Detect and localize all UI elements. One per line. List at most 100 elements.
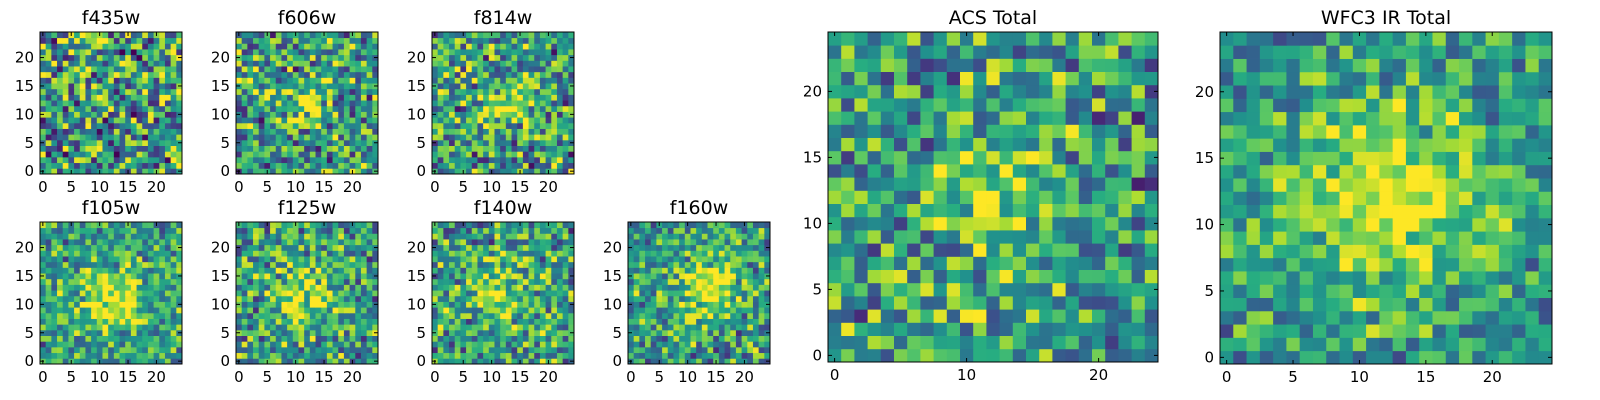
- heatmap-cell: [517, 49, 524, 56]
- heatmap-cell: [275, 43, 282, 50]
- heatmap-cell: [973, 190, 987, 204]
- heatmap-cell: [142, 335, 149, 342]
- heatmap-cell: [281, 307, 288, 314]
- heatmap-cell: [667, 358, 674, 365]
- heatmap-cell: [707, 295, 714, 302]
- heatmap-cell: [74, 49, 81, 56]
- heatmap-cell: [920, 216, 934, 231]
- heatmap-cell: [568, 145, 575, 152]
- heatmap-cell: [568, 128, 575, 135]
- heatmap-cell: [270, 222, 277, 229]
- heatmap-cell: [483, 244, 490, 251]
- heatmap-cell: [1039, 309, 1053, 323]
- heatmap-cell: [488, 250, 495, 257]
- heatmap-cell: [360, 324, 368, 331]
- heatmap-cell: [298, 100, 305, 107]
- heatmap-cell: [355, 49, 362, 56]
- heatmap-cell: [264, 233, 271, 240]
- heatmap-cell: [292, 43, 299, 50]
- heatmap-cell: [79, 358, 86, 365]
- heatmap-cell: [360, 122, 368, 129]
- heatmap-cell: [253, 301, 260, 308]
- heatmap-cell: [505, 233, 512, 240]
- heatmap-cell: [326, 105, 333, 112]
- heatmap-cell: [79, 88, 86, 95]
- heatmap-cell: [264, 256, 271, 263]
- heatmap-cell: [650, 250, 657, 257]
- heatmap-cell: [74, 312, 81, 319]
- heatmap-cell: [366, 233, 373, 240]
- heatmap-cell: [511, 54, 518, 61]
- heatmap-cell: [522, 111, 529, 118]
- heatmap-cell: [500, 318, 507, 325]
- heatmap-cell: [679, 250, 686, 257]
- heatmap-cell: [500, 227, 507, 234]
- heatmap-cell: [494, 261, 501, 268]
- heatmap-cell: [466, 233, 473, 240]
- heatmap-cell: [253, 290, 260, 297]
- heatmap-cell: [867, 190, 882, 204]
- heatmap-cell: [125, 267, 132, 274]
- heatmap-cell: [108, 341, 115, 348]
- heatmap-cell: [545, 60, 552, 67]
- heatmap-cell: [258, 139, 265, 146]
- heatmap-cell: [1105, 322, 1119, 336]
- heatmap-cell: [119, 100, 126, 107]
- heatmap-cell: [355, 352, 362, 359]
- heatmap-cell: [539, 139, 546, 146]
- heatmap-cell: [933, 164, 948, 178]
- heatmap-cell: [701, 290, 708, 297]
- heatmap-cell: [79, 329, 86, 336]
- heatmap-cell: [488, 284, 495, 291]
- heatmap-cell: [650, 358, 657, 365]
- heatmap-cell: [437, 318, 444, 325]
- heatmap-cell: [326, 100, 333, 107]
- heatmap-cell: [1144, 296, 1159, 310]
- heatmap-cell: [264, 88, 271, 95]
- heatmap-cell: [304, 134, 311, 141]
- heatmap-cell: [309, 134, 316, 141]
- heatmap-cell: [51, 267, 58, 274]
- heatmap-cell: [645, 324, 652, 331]
- heatmap-cell: [281, 278, 288, 285]
- heatmap-cell: [343, 239, 350, 246]
- heatmap-cell: [136, 256, 143, 263]
- heatmap-cell: [534, 66, 541, 73]
- heatmap-cell: [556, 278, 564, 285]
- heatmap-cell: [360, 162, 368, 169]
- heatmap-cell: [326, 139, 333, 146]
- heatmap-cell: [309, 341, 316, 348]
- heatmap-cell: [147, 358, 154, 365]
- heatmap-cell: [51, 261, 58, 268]
- heatmap-cell: [432, 60, 439, 67]
- heatmap-cell: [74, 318, 81, 325]
- heatmap-cell: [645, 307, 652, 314]
- heatmap-cell: [136, 145, 143, 152]
- heatmap-cell: [142, 156, 149, 164]
- heatmap-cell: [270, 278, 277, 285]
- heatmap-cell: [505, 352, 512, 359]
- heatmap-cell: [85, 49, 92, 56]
- heatmap-cell: [1144, 230, 1159, 244]
- heatmap-cell: [752, 295, 760, 302]
- heatmap-cell: [241, 134, 248, 141]
- heatmap-cell: [539, 227, 546, 234]
- heatmap-cell: [999, 243, 1014, 257]
- x-tick-label: 10: [482, 178, 501, 196]
- heatmap-cell: [79, 168, 86, 175]
- heatmap-cell: [667, 250, 674, 257]
- heatmap-cell: [142, 162, 149, 169]
- heatmap-cell: [170, 71, 177, 78]
- heatmap-cell: [488, 318, 495, 325]
- heatmap-cell: [867, 282, 882, 297]
- heatmap-cell: [108, 244, 115, 251]
- heatmap-cell: [366, 88, 373, 95]
- heatmap-cell: [62, 307, 69, 314]
- heatmap-cell: [432, 94, 439, 101]
- heatmap-cell: [432, 145, 439, 152]
- heatmap-cell: [355, 233, 362, 240]
- heatmap-cell: [45, 134, 52, 141]
- axes-frame: [431, 31, 575, 175]
- heatmap-cell: [68, 250, 75, 257]
- heatmap-cell: [690, 324, 697, 331]
